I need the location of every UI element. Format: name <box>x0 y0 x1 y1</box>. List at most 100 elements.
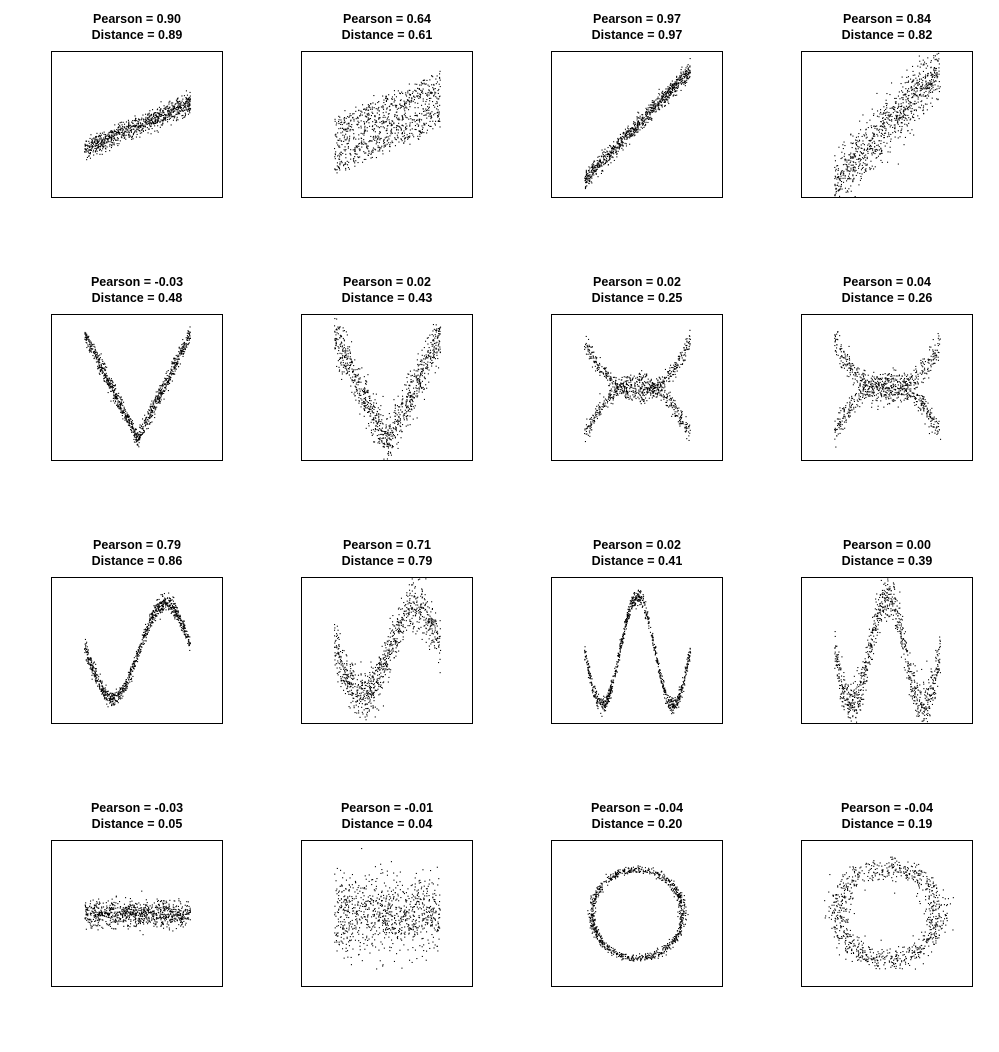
scatter-point <box>421 90 423 92</box>
scatter-point <box>147 412 149 414</box>
scatter-point <box>179 354 181 356</box>
scatter-point <box>84 144 86 146</box>
scatter-point <box>189 98 191 100</box>
scatter-point <box>135 117 137 119</box>
scatter-point <box>158 394 160 396</box>
scatter-point <box>189 100 191 102</box>
scatter-point <box>371 111 373 113</box>
scatter-point <box>646 109 648 111</box>
scatter-point <box>101 369 103 371</box>
scatter-point <box>146 419 148 421</box>
scatter-point <box>404 132 406 134</box>
scatter-point <box>922 59 924 61</box>
scatter-point <box>689 71 691 73</box>
scatter-point <box>132 125 134 127</box>
scatter-point <box>622 141 624 143</box>
scatter-point <box>927 94 929 96</box>
scatter-point <box>921 78 923 80</box>
scatter-point <box>684 85 686 87</box>
scatter-point <box>915 87 917 89</box>
scatter-point <box>647 117 649 119</box>
scatter-point <box>422 386 424 388</box>
scatter-point <box>344 139 346 141</box>
scatter-point <box>662 95 664 97</box>
scatter-point <box>425 367 427 369</box>
scatter-point <box>414 115 416 117</box>
scatter-point <box>141 124 143 126</box>
scatter-point <box>334 331 336 333</box>
scatter-point <box>844 175 846 177</box>
scatter-point <box>934 68 936 70</box>
scatter-point <box>635 130 637 132</box>
scatter-point <box>411 92 413 94</box>
scatter-point <box>89 341 91 343</box>
scatter-point <box>360 143 362 145</box>
scatter-point <box>349 135 351 137</box>
scatter-point <box>119 408 121 410</box>
scatter-point <box>394 437 396 439</box>
scatter-point <box>894 128 896 130</box>
scatter-point <box>902 115 904 117</box>
scatter-point <box>141 132 143 134</box>
scatter-point <box>334 148 336 150</box>
scatter-point <box>380 106 382 108</box>
scatter-point <box>409 89 411 91</box>
scatter-point <box>348 374 350 376</box>
scatter-point <box>390 454 392 456</box>
scatter-point <box>156 109 158 111</box>
scatter-point <box>588 171 590 173</box>
scatter-point <box>126 415 128 417</box>
scatter-point <box>429 91 431 93</box>
scatter-point <box>841 181 843 183</box>
scatter-point <box>363 403 365 405</box>
scatter-point <box>927 87 929 89</box>
scatter-point <box>683 73 685 75</box>
scatter-point <box>135 128 137 130</box>
scatter-point <box>142 124 144 126</box>
scatter-point <box>651 104 653 106</box>
scatter-point <box>894 108 896 110</box>
scatter-point <box>143 119 145 121</box>
scatter-point <box>365 121 367 123</box>
scatter-point <box>127 422 129 424</box>
scatter-point <box>339 357 341 359</box>
scatter-point <box>178 102 180 104</box>
scatter-point <box>900 113 902 115</box>
scatter-point <box>591 164 593 166</box>
scatter-point <box>850 167 852 169</box>
scatter-point <box>155 114 157 116</box>
scatter-point <box>99 366 101 368</box>
scatter-point <box>393 122 395 124</box>
scatter-point <box>897 123 899 125</box>
scatter-point <box>391 430 393 432</box>
scatter-point <box>931 105 933 107</box>
scatter-point <box>115 401 117 403</box>
scatter-point <box>888 116 890 118</box>
scatter-point <box>934 77 936 79</box>
scatter-point <box>172 109 174 111</box>
scatter-point <box>367 119 369 121</box>
scatter-point <box>850 152 852 154</box>
scatter-point <box>426 132 428 134</box>
scatter-point <box>882 133 884 135</box>
scatter-point <box>412 418 414 420</box>
scatter-point <box>633 128 635 130</box>
scatter-point <box>365 427 367 429</box>
scatter-point <box>599 161 601 163</box>
scatter-point <box>423 110 425 112</box>
scatter-point <box>352 370 354 372</box>
scatter-point <box>108 383 110 385</box>
scatter-point <box>143 432 145 434</box>
scatter-point <box>610 152 612 154</box>
scatter-point <box>334 318 336 320</box>
scatter-point <box>98 359 100 361</box>
scatter-point <box>689 77 691 79</box>
scatter-point <box>373 422 375 424</box>
scatter-point <box>593 161 595 163</box>
scatter-point <box>130 426 132 428</box>
scatter-point <box>429 355 431 357</box>
scatter-point <box>150 114 152 116</box>
scatter-point <box>146 127 148 129</box>
scatter-point <box>128 125 130 127</box>
scatter-point <box>418 383 420 385</box>
